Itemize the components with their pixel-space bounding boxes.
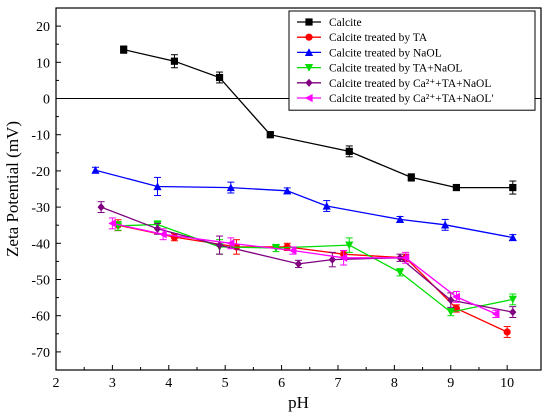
data-point [407,173,415,182]
series-layer [91,45,517,338]
legend-entry: Calcite [297,17,362,29]
y-tick-label: -40 [31,237,50,252]
data-point [170,57,179,65]
data-point [345,241,354,250]
series-5 [97,201,517,319]
data-point [215,241,224,250]
legend-marker [304,48,314,56]
data-point [288,246,297,255]
y-tick-label: -70 [31,346,50,361]
legend-marker [305,33,313,41]
data-point [509,307,517,317]
series-line [95,169,513,239]
x-tick-label: 2 [53,376,60,391]
legend-label: Calcite treated by TA+NaOL [329,63,462,75]
data-point [491,309,500,318]
data-point [452,292,461,301]
x-tick-label: 4 [165,376,172,391]
data-point [508,295,517,304]
x-tick-label: 10 [500,376,514,391]
legend-label: Calcite treated by NaOL [329,47,442,59]
legend-marker [304,64,314,72]
x-tick-label: 8 [391,376,398,391]
legend: Calcite Calcite treated by TA Calcite trea… [288,10,536,111]
data-point [153,224,162,233]
data-point [120,46,128,54]
x-tick-label: 7 [334,376,341,391]
series-3 [91,166,517,242]
series-line [100,206,513,313]
legend-label: Calcite treated by Ca²⁺+TA+NaOL [329,78,491,90]
data-point [503,328,511,336]
data-point [97,203,105,212]
series-1 [120,45,517,195]
data-point [509,183,517,192]
legend-label: Calcite [329,17,362,29]
legend-entry: Calcite treated by TA+NaOL [297,63,462,75]
x-axis-label: pH [288,393,309,412]
data-point [508,233,517,242]
legend-label: Calcite treated by Ca²⁺+TA+NaOL′ [329,93,494,105]
legend-marker [304,93,313,103]
data-point [153,182,162,191]
data-point [283,186,292,195]
series-line [123,48,513,189]
series-6 [108,217,500,319]
data-point [170,233,179,241]
legend-entry: Calcite treated by NaOL [297,47,442,59]
data-point [215,73,224,82]
data-point [108,219,116,228]
legend-label: Calcite treated by TA [329,32,428,44]
data-point [91,166,100,174]
legend-entry: Calcite treated by TA [297,32,428,44]
y-tick-label: 0 [43,93,50,108]
y-tick-label: -60 [31,310,50,325]
data-point [266,131,274,139]
axis-layer: 2 3 4 5 6 7 8 9 10 20 10 0 -10 -20 -30 -40 -50 -60 -70 [31,20,514,391]
data-point [322,201,331,210]
data-point [339,253,348,262]
y-tick-label: -10 [31,129,50,144]
series-line [112,222,497,315]
legend-box [288,10,536,111]
y-tick-label: -20 [31,165,50,180]
data-point [328,255,336,264]
y-tick-label: -30 [31,201,50,216]
data-point [441,220,450,229]
x-tick-label: 9 [447,376,454,391]
data-point [159,230,167,239]
legend-entry: Calcite treated by Ca²⁺+TA+NaOL′ [297,93,494,105]
data-point [401,253,410,262]
data-point [452,183,461,192]
series-line [117,223,513,313]
legend-entry: Calcite treated by Ca²⁺+TA+NaOL [297,78,491,90]
series-2 [114,219,511,338]
legend-marker [305,18,313,26]
y-axis-label: Zeta Potential (mV) [3,121,22,257]
data-point [395,215,405,224]
x-tick-label: 6 [278,376,285,391]
x-tick-label: 5 [222,376,229,391]
data-point [226,239,235,248]
y-tick-label: 20 [36,20,50,35]
data-point [395,268,405,277]
data-point [446,308,455,317]
data-point [345,147,353,155]
data-point [294,259,303,269]
data-point [447,296,455,305]
y-tick-label: -50 [31,274,50,289]
x-tick-label: 3 [109,376,116,391]
legend-marker [305,78,313,87]
y-tick-label: 10 [36,56,50,71]
data-point [226,183,235,192]
